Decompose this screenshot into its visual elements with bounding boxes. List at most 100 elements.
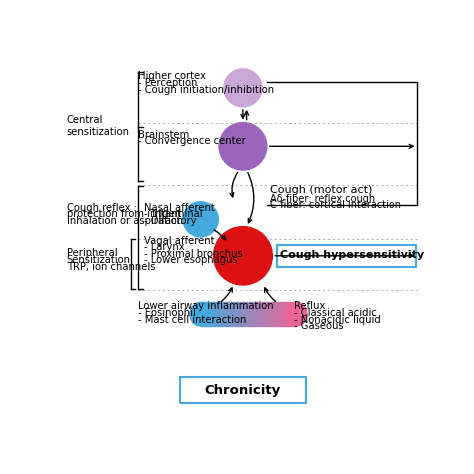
Text: - Eosinophil: - Eosinophil	[138, 308, 196, 318]
Text: protection from irritant: protection from irritant	[66, 210, 181, 219]
Bar	[242, 302, 244, 326]
Bar	[261, 302, 263, 326]
Bar	[204, 302, 205, 326]
Bar	[282, 302, 283, 326]
Text: Cough (motor act): Cough (motor act)	[271, 185, 373, 195]
Text: - Olfactory: - Olfactory	[144, 216, 196, 226]
Bar	[229, 302, 231, 326]
Text: Central
sensitization: Central sensitization	[66, 116, 129, 137]
Bar	[252, 302, 253, 326]
Bar	[201, 302, 202, 326]
Bar	[236, 302, 237, 326]
FancyArrowPatch shape	[221, 288, 232, 301]
Text: Nasal afferent: Nasal afferent	[144, 203, 215, 213]
Text: Sensitization: Sensitization	[66, 255, 131, 265]
FancyArrowPatch shape	[230, 173, 237, 197]
Bar	[233, 302, 234, 326]
Text: C-fiber: cortical interaction: C-fiber: cortical interaction	[271, 200, 401, 210]
Text: Aδ-fiber: reflex cough: Aδ-fiber: reflex cough	[271, 194, 375, 204]
Bar	[277, 302, 279, 326]
Bar	[287, 302, 288, 326]
Ellipse shape	[285, 302, 307, 326]
FancyArrowPatch shape	[264, 288, 275, 301]
FancyBboxPatch shape	[277, 245, 416, 267]
Bar	[283, 302, 285, 326]
Bar	[244, 302, 245, 326]
Circle shape	[219, 123, 267, 170]
Bar	[210, 302, 212, 326]
Text: - Classical acidic: - Classical acidic	[294, 308, 377, 318]
Bar	[205, 302, 207, 326]
Text: - Proximal bronchus: - Proximal bronchus	[144, 249, 243, 259]
Text: Reflux: Reflux	[294, 301, 326, 311]
Circle shape	[213, 227, 272, 285]
Bar	[223, 302, 225, 326]
Bar	[240, 302, 242, 326]
Text: Chronicity: Chronicity	[205, 383, 281, 397]
Bar	[215, 302, 217, 326]
Circle shape	[224, 69, 262, 107]
Bar	[255, 302, 256, 326]
Bar	[213, 302, 215, 326]
Text: Cough hypersensitivity: Cough hypersensitivity	[280, 250, 424, 260]
Text: - Cough initiation/inhibition: - Cough initiation/inhibition	[138, 85, 274, 95]
Bar	[217, 302, 218, 326]
FancyArrowPatch shape	[275, 254, 413, 258]
Bar	[237, 302, 239, 326]
Text: - Perception: - Perception	[138, 78, 198, 88]
Text: Cough reflex :: Cough reflex :	[66, 203, 137, 213]
Text: - Convergence center: - Convergence center	[138, 136, 246, 146]
FancyArrowPatch shape	[270, 145, 413, 148]
Bar	[271, 302, 272, 326]
Bar	[264, 302, 266, 326]
Bar	[293, 302, 295, 326]
Text: - Larynx: - Larynx	[144, 242, 184, 252]
Bar	[212, 302, 213, 326]
FancyArrowPatch shape	[245, 111, 248, 120]
Bar	[295, 302, 296, 326]
Text: - Mast cell interaction: - Mast cell interaction	[138, 315, 246, 325]
Bar	[245, 302, 247, 326]
Text: - Trigeminal: - Trigeminal	[144, 210, 202, 219]
Bar	[226, 302, 228, 326]
Bar	[225, 302, 226, 326]
Bar	[207, 302, 209, 326]
Text: Peripheral: Peripheral	[66, 248, 117, 258]
Bar	[221, 302, 223, 326]
Bar	[231, 302, 233, 326]
Bar	[250, 302, 252, 326]
Bar	[285, 302, 287, 326]
Bar	[253, 302, 255, 326]
Bar	[288, 302, 290, 326]
Bar	[272, 302, 274, 326]
FancyArrowPatch shape	[214, 230, 226, 240]
Bar	[209, 302, 210, 326]
Bar	[260, 302, 261, 326]
Text: Vagal afferent: Vagal afferent	[144, 236, 214, 246]
Circle shape	[183, 202, 219, 237]
Bar	[280, 302, 282, 326]
Text: - Gaseous: - Gaseous	[294, 321, 344, 331]
Text: Brainstem: Brainstem	[138, 130, 190, 140]
Bar	[247, 302, 248, 326]
FancyBboxPatch shape	[180, 377, 306, 402]
Bar	[228, 302, 229, 326]
Bar	[258, 302, 260, 326]
Text: - Nonacidic liquid: - Nonacidic liquid	[294, 315, 381, 325]
Text: inhalation or aspiration: inhalation or aspiration	[66, 216, 182, 226]
Bar	[220, 302, 221, 326]
Bar	[279, 302, 280, 326]
Bar	[202, 302, 204, 326]
Bar	[290, 302, 292, 326]
Bar	[234, 302, 236, 326]
Bar	[263, 302, 264, 326]
Bar	[269, 302, 271, 326]
Bar	[256, 302, 258, 326]
Bar	[292, 302, 293, 326]
Bar	[248, 302, 250, 326]
Text: Higher cortex: Higher cortex	[138, 72, 206, 82]
Text: Lower airway inflammation: Lower airway inflammation	[138, 301, 274, 311]
Bar	[274, 302, 275, 326]
Text: TRP, ion channels: TRP, ion channels	[66, 262, 155, 272]
FancyArrowPatch shape	[241, 109, 245, 118]
